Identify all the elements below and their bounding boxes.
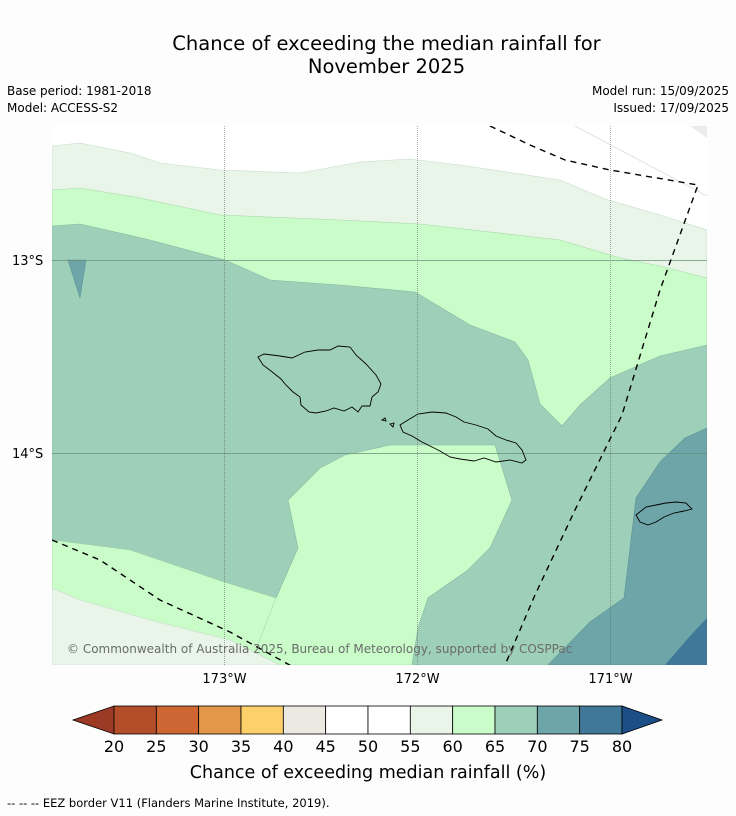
colorbar-title: Chance of exceeding median rainfall (%) [190,763,546,783]
lon-label-171w: 171°W [588,672,632,687]
colorbar-tick-label: 50 [358,737,378,756]
lon-axis: 173°W 172°W 171°W [202,672,632,687]
model-name: Model: ACCESS-S2 [7,101,119,115]
lon-label-172w: 172°W [395,672,439,687]
map-title: Chance of exceeding the median rainfall … [0,32,736,78]
meta-left: Base period: 1981-2018 Model: ACCESS-S2 [7,83,152,117]
model-run: Model run: 15/09/2025 [591,84,729,98]
colorbar-tick-label: 25 [146,737,166,756]
issued-date: Issued: 17/09/2025 [613,101,729,115]
eez-footnote: -- -- -- EEZ border V11 (Flanders Marine… [7,796,330,810]
contour-70-75-west [67,259,87,299]
colorbar-tick-label: 75 [569,737,589,756]
colorbar-under-arrow [71,705,115,735]
contour-55-60-sw [52,587,281,665]
title-line-1: Chance of exceeding the median rainfall … [172,32,601,55]
contour-70-75-east [547,427,707,665]
meta-right: Model run: 15/09/2025 Issued: 17/09/2025 [592,83,729,117]
colorbar-tick-label: 35 [231,737,251,756]
colorbar-bin-45-50 [325,705,369,735]
copyright-text: © Commonwealth of Australia 2025, Bureau… [67,642,572,656]
colorbar-bin-25-30 [155,705,200,735]
lat-axis: 13°S 14°S [12,254,43,462]
colorbar-bin-65-70 [494,705,538,735]
colorbar-bin-60-65 [452,705,496,735]
small-island-1 [380,417,387,422]
colorbar-tick-label: 65 [485,737,505,756]
lat-label-13s: 13°S [12,254,43,269]
colorbar: 20 25 30 35 40 45 50 55 60 65 70 75 80 [71,705,664,756]
colorbar-bin-30-35 [198,705,242,735]
upolu-island [399,411,527,464]
small-island-2 [389,422,395,428]
colorbar-bin-40-45 [282,705,327,735]
colorbar-tick-label: 20 [104,737,124,756]
lon-label-173w: 173°W [202,672,246,687]
savaii-island [257,345,382,414]
graticule [52,126,707,665]
eez-border [52,126,699,665]
colorbar-tick-label: 30 [188,737,208,756]
title-line-2: November 2025 [307,55,466,78]
colorbar-tick-label: 70 [527,737,547,756]
colorbar-bin-35-40 [240,705,284,735]
colorbar-tick-label: 40 [273,737,293,756]
colorbar-bin-70-75 [536,705,581,735]
contour-75-80 [665,618,707,665]
base-period: Base period: 1981-2018 [7,84,152,98]
colorbar-tick-label: 45 [315,737,335,756]
contour-65-70 [52,223,707,665]
colorbar-tick-label: 60 [442,737,462,756]
colorbar-bin-50-55 [367,705,411,735]
tutuila-island [635,501,693,526]
colorbar-tick-label: 80 [612,737,632,756]
colorbar-bin-20-25 [113,705,157,735]
colorbar-bin-75-80 [579,705,623,735]
colorbar-tick-label: 55 [400,737,420,756]
lat-label-14s: 14°S [12,447,43,462]
colorbar-bin-55-60 [409,705,454,735]
contour-40-45 [690,126,707,138]
map-panel: © Commonwealth of Australia 2025, Bureau… [52,126,707,665]
islands [257,345,693,526]
colorbar-over-arrow [621,705,664,735]
